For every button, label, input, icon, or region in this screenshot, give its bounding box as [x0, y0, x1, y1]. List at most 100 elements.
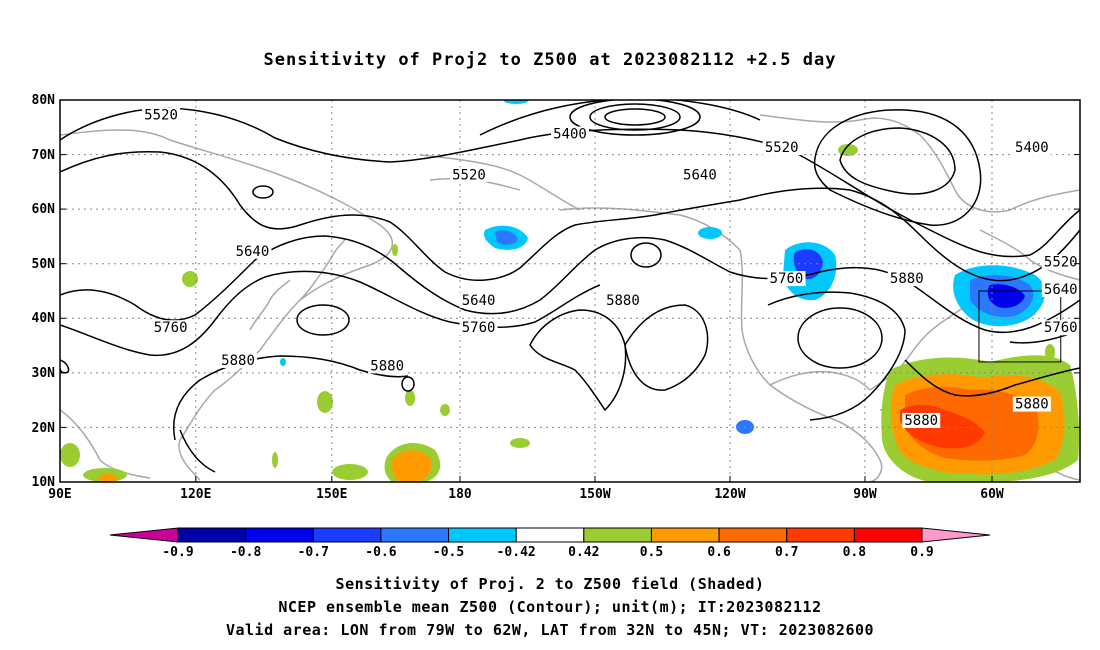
positive-blob-1: [317, 391, 333, 413]
positive-blob-13: [1045, 344, 1055, 360]
contour-label: 5760: [459, 320, 498, 336]
contour-label: 5640: [680, 167, 719, 183]
svg-text:5880: 5880: [606, 293, 640, 309]
svg-text:5520: 5520: [452, 167, 486, 183]
colorbar-swatch: [583, 527, 652, 543]
colorbar-swatch: [650, 527, 720, 543]
page-title: Sensitivity of Proj2 to Z500 at 20230821…: [263, 50, 837, 70]
caption-valid-area: Valid area: LON from 79W to 62W, LAT fro…: [225, 621, 875, 639]
contour-label: 5640: [1041, 282, 1080, 298]
contour-label: 5640: [459, 292, 498, 309]
colorbar-swatch: [380, 527, 450, 543]
contour-label: 5880: [368, 358, 407, 374]
positive-blob-5: [98, 474, 118, 482]
negative-region-dateline-core: [495, 230, 518, 245]
svg-text:5640: 5640: [462, 293, 496, 309]
lat-label-70n: 70N: [32, 148, 56, 163]
contour-label: 5640: [233, 243, 272, 260]
colorbar-swatch: [312, 527, 382, 543]
negative-region-newfoundland-core: [987, 284, 1025, 308]
colorbar-swatch: [515, 527, 585, 543]
contour-label: 5400: [551, 126, 589, 142]
lat-label-50n: 50N: [32, 257, 56, 272]
colorbar-label: 0.42: [568, 545, 599, 560]
svg-text:5400: 5400: [1015, 140, 1049, 156]
colorbar-high-arrow: [921, 527, 991, 543]
contour-label: 5880: [902, 412, 941, 429]
contour-label: 5520: [449, 167, 488, 183]
svg-text:5640: 5640: [683, 167, 717, 183]
colorbar-swatch: [448, 527, 517, 543]
negative-blob-small-4: [280, 358, 286, 366]
lat-label-10n: 10N: [32, 475, 56, 490]
lon-label-150w: 150W: [579, 487, 610, 502]
contour-label: 5520: [762, 140, 801, 156]
contour-label: 5520: [142, 107, 181, 123]
svg-text:5520: 5520: [1044, 255, 1078, 271]
svg-text:5880: 5880: [370, 358, 404, 374]
svg-text:5880: 5880: [221, 353, 255, 369]
lat-label-40n: 40N: [32, 311, 56, 326]
colorbar-swatch: [177, 527, 247, 543]
contour-label: 5880: [603, 292, 642, 309]
colorbar-label: -0.7: [298, 545, 329, 560]
positive-blob-7: [440, 404, 450, 416]
contour-label: 5880: [1012, 396, 1051, 413]
contour-label: 5760: [151, 320, 190, 336]
svg-text:5640: 5640: [1044, 282, 1078, 298]
colorbar-label: 0.7: [775, 545, 798, 560]
svg-text:5400: 5400: [553, 126, 587, 142]
colorbar-label: -0.8: [230, 545, 261, 560]
lon-label-60w: 60W: [980, 487, 1004, 502]
colorbar-label: -0.9: [162, 545, 193, 560]
lat-label-60n: 60N: [32, 202, 56, 217]
positive-blob-3: [60, 443, 80, 467]
colorbar-label: -0.6: [365, 545, 396, 560]
positive-blob-12: [392, 244, 398, 256]
lon-label-150e: 150E: [316, 487, 347, 502]
colorbar-label: -0.42: [497, 545, 536, 560]
caption-contour: NCEP ensemble mean Z500 (Contour); unit(…: [278, 598, 822, 616]
colorbar-label: 0.5: [640, 545, 663, 560]
svg-text:5880: 5880: [904, 413, 938, 429]
colorbar-swatch: [853, 527, 923, 543]
contour-label: 5760: [767, 271, 806, 287]
colorbar-low-arrow: [109, 527, 179, 543]
contour-label: 5880: [887, 271, 926, 287]
lat-label-20n: 20N: [32, 421, 56, 436]
caption-shaded: Sensitivity of Proj. 2 to Z500 field (Sh…: [335, 575, 765, 593]
positive-blob-9: [510, 438, 530, 448]
lon-label-90e: 90E: [48, 487, 71, 502]
contour-label: 5880: [219, 352, 258, 369]
sensitivity-shading: [60, 100, 1080, 482]
contour-label: 5400: [1012, 140, 1051, 156]
svg-text:5520: 5520: [765, 140, 799, 156]
lat-label-80n: 80N: [32, 93, 56, 108]
positive-blob-6: [332, 464, 368, 480]
svg-text:5880: 5880: [890, 271, 924, 287]
latitude-labels: 80N 70N 60N 50N 40N 30N 20N 10N: [32, 93, 56, 490]
contour-label: 5520: [1041, 254, 1080, 271]
svg-text:5760: 5760: [770, 271, 804, 287]
svg-text:5880: 5880: [1015, 397, 1049, 413]
svg-text:5640: 5640: [236, 244, 270, 260]
positive-region-pacific-core: [391, 450, 432, 482]
colorbar-swatch: [786, 527, 855, 543]
positive-blob-10: [272, 452, 278, 468]
axis-ticks: [60, 99, 1080, 482]
colorbar: -0.9 -0.8 -0.7 -0.6 -0.5 -0.42 0.42 0.5 0.6 0.7 0.…: [109, 527, 991, 560]
svg-text:5520: 5520: [144, 107, 178, 123]
map-frame: [59, 99, 1081, 483]
colorbar-label: 0.6: [707, 545, 731, 560]
lat-label-30n: 30N: [32, 366, 56, 381]
svg-text:5760: 5760: [462, 320, 496, 336]
negative-blob-small-2: [698, 227, 722, 239]
colorbar-label: 0.8: [843, 545, 867, 560]
lon-label-90w: 90W: [853, 487, 877, 502]
colorbar-label: -0.5: [433, 545, 464, 560]
colorbar-label: 0.9: [910, 545, 933, 560]
colorbar-swatch: [245, 527, 314, 543]
colorbar-swatch: [718, 527, 788, 543]
lon-label-120e: 120E: [180, 487, 211, 502]
